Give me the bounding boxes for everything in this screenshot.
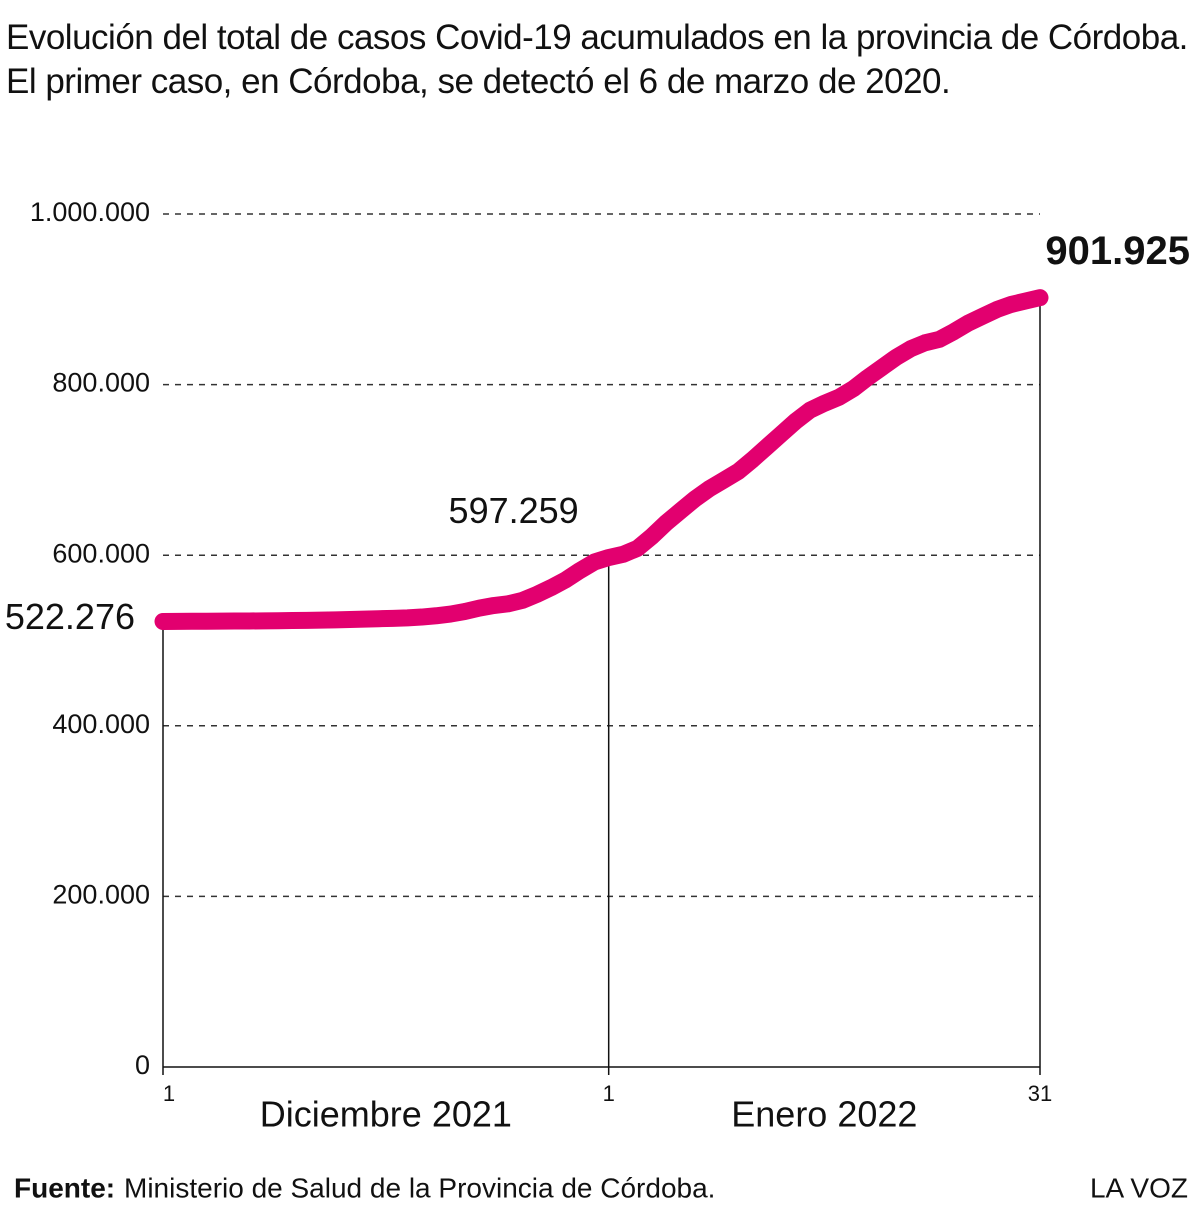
x-tick-label: 31 <box>1028 1081 1052 1106</box>
y-tick-label: 200.000 <box>52 880 150 910</box>
data-label: 597.259 <box>449 490 579 531</box>
source: Ministerio de Salud de la Provincia de C… <box>124 1172 715 1203</box>
month-label: Enero 2022 <box>731 1094 917 1135</box>
month-label: Diciembre 2021 <box>260 1094 512 1135</box>
data-label: 522.276 <box>5 596 135 637</box>
data-label: 901.925 <box>1045 229 1190 273</box>
y-tick-label: 800.000 <box>52 368 150 398</box>
x-tick-label: 1 <box>603 1081 615 1106</box>
source-label: Fuente: <box>14 1172 115 1203</box>
y-tick-label: 400.000 <box>52 709 150 739</box>
y-tick-label: 1.000.000 <box>30 197 150 227</box>
brand: LA VOZ <box>1090 1172 1188 1203</box>
y-tick-label: 600.000 <box>52 538 150 568</box>
data-line <box>154 289 1049 630</box>
chart-title: Evolución del total de casos Covid-19 ac… <box>6 18 1188 101</box>
x-tick-label: 1 <box>163 1081 175 1106</box>
y-tick-label: 0 <box>135 1050 150 1080</box>
